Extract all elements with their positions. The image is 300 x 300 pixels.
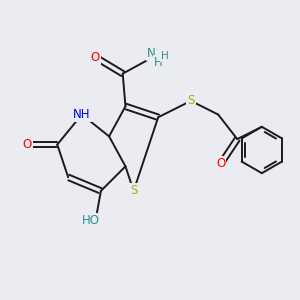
Text: O: O <box>216 157 226 170</box>
Text: O: O <box>91 51 100 64</box>
Text: HO: HO <box>82 214 100 227</box>
Text: S: S <box>187 94 195 107</box>
Text: NH: NH <box>73 108 91 121</box>
Text: O: O <box>22 138 32 151</box>
Text: H: H <box>154 56 163 69</box>
Text: N: N <box>147 47 156 60</box>
Text: H: H <box>161 51 169 61</box>
Text: S: S <box>130 184 137 197</box>
